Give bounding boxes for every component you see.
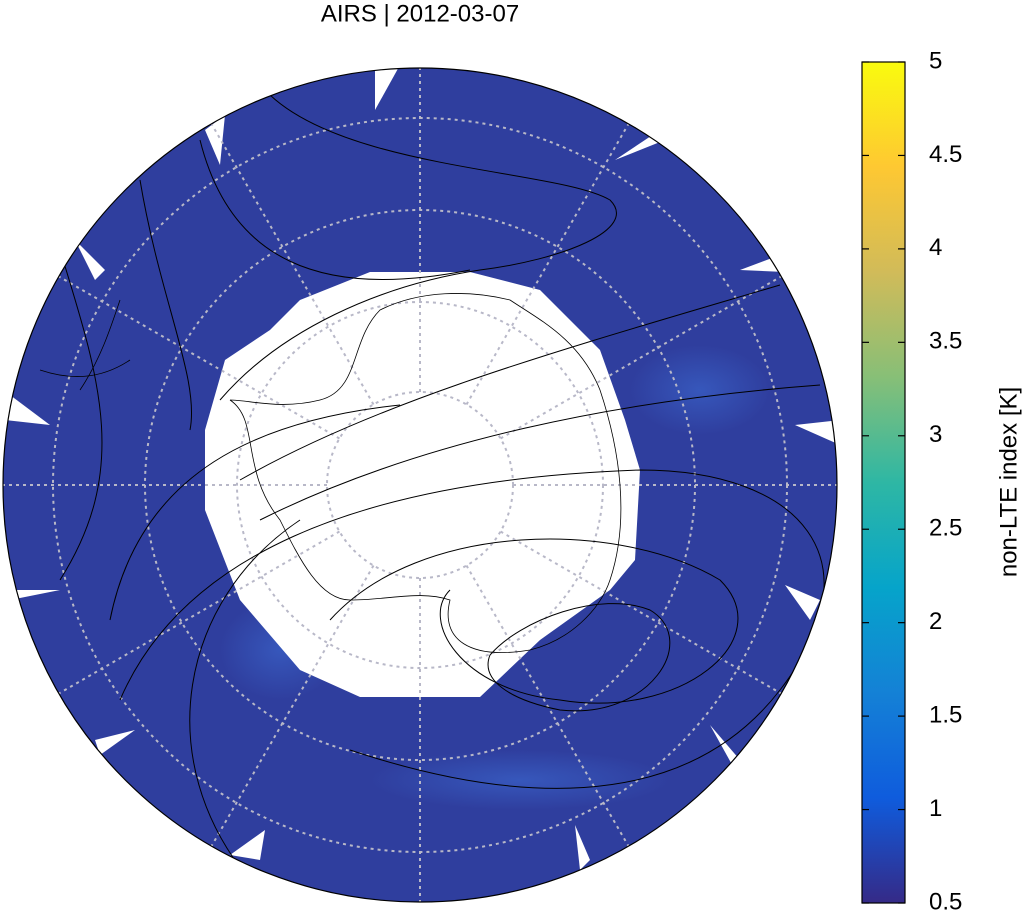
coastlines [39, 293, 622, 653]
colorbar-tick-label: 0.5 [929, 888, 962, 913]
colorbar-tick-label: 3.5 [929, 328, 962, 355]
anomaly [630, 345, 770, 435]
meridian [58, 530, 340, 695]
no-data-region [205, 272, 640, 697]
colorbar-tick-label: 5 [929, 47, 942, 74]
colorbar-tick-label: 1.5 [929, 701, 962, 728]
polar-map [3, 68, 837, 902]
meridian [210, 123, 375, 405]
meridian [465, 565, 630, 847]
meridian [58, 275, 340, 440]
colorbar-tick-label: 4.5 [929, 141, 962, 168]
contours [59, 94, 825, 881]
title: AIRS | 2012-03-07 [321, 0, 519, 27]
meridian [500, 530, 782, 695]
colorbar-tick-label: 2.5 [929, 515, 962, 542]
colorbar [861, 61, 906, 904]
colorbar-tick-label: 4 [929, 234, 942, 261]
meridian [210, 565, 375, 847]
colorbar-label: non-LTE index [K] [995, 387, 1022, 577]
meridian [465, 123, 630, 405]
colorbar-tick-label: 3 [929, 421, 942, 448]
colorbar-tick-label: 2 [929, 608, 942, 635]
anomaly [370, 750, 670, 810]
meridian [500, 275, 782, 440]
colorbar-tick-label: 1 [929, 795, 942, 822]
graticule [3, 68, 837, 902]
map-frame [2, 67, 838, 903]
